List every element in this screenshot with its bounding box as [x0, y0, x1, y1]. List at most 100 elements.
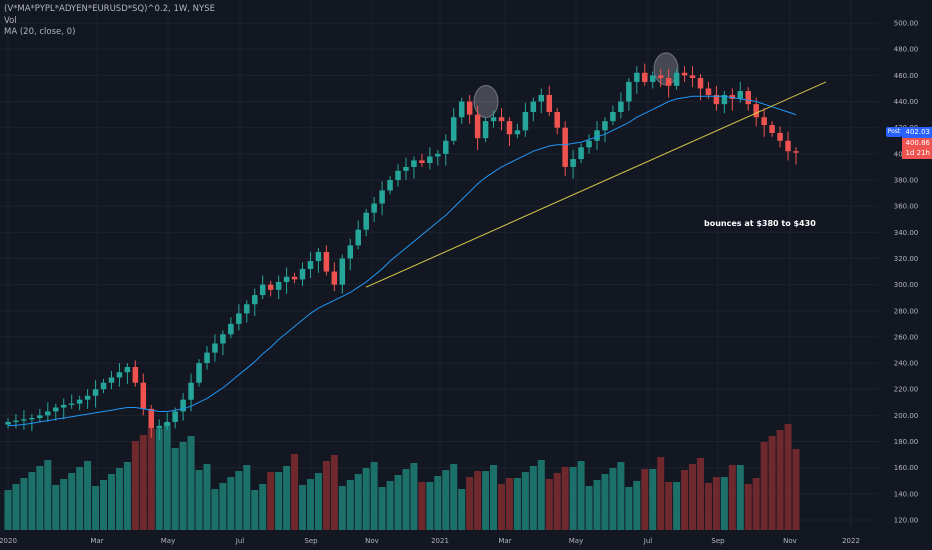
volume-bar [354, 474, 362, 530]
x-tick-label: May [569, 537, 583, 545]
volume-bar [338, 486, 346, 530]
price-axis: 120.00 140.00 160.00 180.00 200.00 220.00 240.… [894, 20, 919, 525]
volume-bar [593, 480, 601, 530]
volume-bar [267, 472, 275, 530]
volume-bar [163, 423, 171, 530]
candle-body [347, 245, 354, 259]
candle-body [212, 343, 218, 353]
candle-body [164, 421, 170, 426]
volume-bar [704, 483, 712, 530]
price-candles [5, 63, 799, 441]
candle-body [642, 72, 648, 82]
volume-bar [768, 436, 776, 530]
x-tick-label: Mar [498, 537, 511, 545]
post-label-badge: Post [886, 127, 902, 137]
volume-bar [728, 465, 736, 530]
y-tick-label: 440.00 [894, 98, 919, 106]
x-tick-label: Jul [643, 537, 653, 545]
x-tick-label: Nov [365, 537, 379, 545]
candle-body [761, 117, 767, 126]
y-tick-label: 120.00 [894, 517, 919, 525]
volume-bar [28, 472, 36, 530]
y-tick-label: 480.00 [894, 46, 919, 54]
candle-body [610, 112, 616, 122]
volume-bar [115, 468, 123, 530]
volume-bar [553, 473, 561, 530]
candle-body [259, 284, 266, 296]
volume-bar [211, 489, 219, 530]
candle-body [236, 313, 242, 324]
support-trendline [365, 81, 827, 288]
volume-bar [36, 466, 44, 530]
volume-bar [259, 484, 267, 530]
candle-body [753, 104, 759, 118]
volume-bar [657, 457, 665, 530]
candle-body [506, 121, 513, 135]
volume-bar [306, 479, 314, 530]
y-tick-label: 240.00 [894, 360, 919, 368]
candle-body [419, 160, 425, 163]
volume-bar [673, 482, 681, 530]
y-tick-label: 140.00 [894, 490, 919, 498]
volume-bar [187, 436, 195, 530]
y-tick-label: 220.00 [894, 386, 919, 394]
candle-body [323, 251, 330, 272]
volume-bar [100, 480, 108, 530]
candle-body [578, 147, 584, 160]
candle-body [124, 367, 131, 373]
volume-bar [760, 442, 768, 530]
volume-bar [720, 477, 728, 530]
candle-body [411, 160, 417, 167]
candle-body [76, 399, 83, 404]
y-tick-label: 380.00 [894, 177, 919, 185]
volume-bar [378, 487, 386, 530]
candle-body [251, 295, 258, 305]
volume-bar [696, 458, 704, 530]
candle-body [267, 284, 274, 290]
candle-body [562, 127, 568, 167]
candle-body [68, 403, 75, 405]
volume-bar [4, 490, 12, 530]
volume-bar [386, 481, 394, 530]
chart-annotation: bounces at $380 to $430 [704, 219, 816, 228]
candle-body [275, 282, 282, 290]
volume-bar [625, 487, 633, 530]
volume-bar [513, 478, 521, 530]
volume-bar [203, 464, 211, 530]
x-tick-label: Mar [90, 537, 103, 545]
legend-moving-average: MA (20, close, 0) [4, 27, 76, 37]
candle-body [5, 421, 11, 425]
candle-body [681, 72, 688, 76]
y-tick-label: 500.00 [894, 20, 919, 28]
candle-body [721, 95, 728, 105]
y-tick-label: 200.00 [894, 412, 919, 420]
candle-body [403, 166, 409, 171]
volume-bar [123, 462, 131, 530]
y-tick-label: 280.00 [894, 307, 919, 315]
candle-body [474, 114, 481, 139]
candle-body [299, 268, 306, 280]
candle-body [649, 75, 656, 82]
volume-bar [147, 429, 155, 530]
candle-body [498, 117, 505, 122]
candle-body [339, 258, 346, 285]
volume-bar [537, 460, 545, 530]
candle-body [379, 190, 385, 204]
candle-body [657, 75, 664, 78]
candle-body [220, 334, 226, 344]
candle-body [180, 399, 186, 412]
y-tick-label: 160.00 [894, 464, 919, 472]
volume-bar [681, 470, 689, 530]
y-tick-label: 260.00 [894, 333, 919, 341]
volume-bar [155, 429, 163, 530]
volume-bar [426, 482, 434, 530]
candle-body [196, 363, 202, 383]
volume-bar [235, 471, 243, 530]
candle-body [737, 91, 744, 99]
candle-body [244, 304, 250, 314]
candle-body [52, 407, 59, 412]
volume-bars [4, 423, 800, 530]
x-tick-label: May [161, 537, 175, 545]
candle-body [29, 418, 35, 420]
